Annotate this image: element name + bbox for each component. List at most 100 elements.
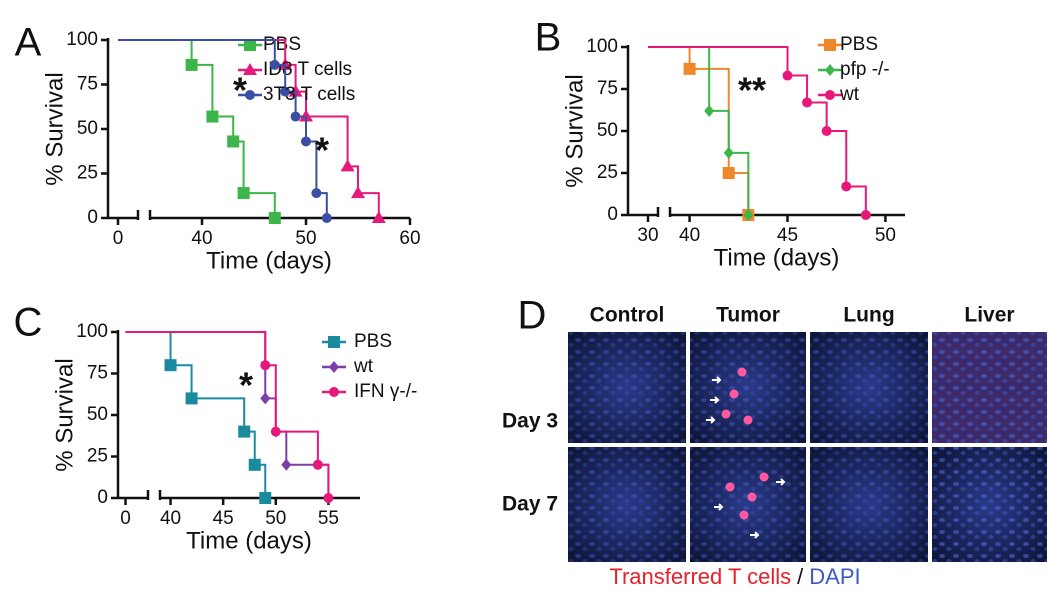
x-tick-label: 50 (265, 508, 286, 529)
x-tick-label: 40 (679, 225, 700, 246)
x-tick-label: 30 (637, 225, 658, 246)
arrow (776, 478, 786, 486)
legend-label: pfp -/- (840, 59, 890, 80)
row-header: Day 7 (502, 493, 558, 516)
survival-line (648, 46, 750, 215)
marker (825, 64, 835, 76)
marker (248, 458, 261, 471)
marker (237, 187, 250, 200)
labeled-t-cell (729, 389, 739, 399)
labeled-t-cell (721, 409, 731, 419)
marker (860, 210, 871, 220)
labeled-t-cell (759, 472, 769, 482)
y-tick-label: 100 (586, 36, 618, 57)
legend-label: 3T3 T cells (263, 84, 355, 105)
legend-label: PBS (840, 34, 878, 55)
arrow (714, 503, 724, 511)
marker (743, 209, 754, 221)
marker (340, 159, 355, 172)
survival-line (125, 331, 330, 498)
y-tick-label: 75 (597, 78, 618, 99)
labeled-t-cell (747, 492, 757, 502)
micrograph-nuclei (568, 332, 686, 443)
micrograph-nuclei (810, 447, 928, 562)
y-tick-label: 0 (607, 204, 618, 225)
marker (185, 58, 198, 71)
marker (321, 213, 332, 223)
micrograph-nuclei (690, 332, 806, 443)
marker (328, 336, 340, 348)
marker (351, 186, 365, 199)
marker (301, 136, 311, 147)
survival-line (125, 331, 330, 498)
marker (206, 110, 219, 123)
marker (259, 492, 272, 504)
marker (704, 104, 715, 117)
survival-line (125, 331, 267, 498)
labeled-t-cell (743, 415, 753, 425)
arrow (712, 376, 722, 384)
legend-label: PBS (263, 34, 301, 55)
marker (329, 361, 339, 373)
arrow (710, 396, 720, 404)
x-tick-label: 45 (777, 225, 798, 246)
annotation: * (239, 365, 253, 406)
column-header: Lung (843, 304, 894, 327)
x-tick-label: 45 (213, 508, 234, 529)
panel-label: A (15, 21, 42, 65)
x-axis-title: Time (days) (714, 244, 840, 271)
marker (722, 167, 735, 179)
y-tick-label: 25 (87, 446, 108, 467)
survival-line (648, 46, 867, 215)
micrograph-nuclei (810, 332, 928, 443)
micrograph-nuclei (690, 447, 806, 562)
marker (824, 39, 836, 51)
y-tick-label: 50 (87, 404, 108, 425)
x-tick-label: 0 (113, 228, 124, 249)
marker (260, 392, 271, 405)
y-tick-label: 75 (87, 363, 108, 384)
labeled-t-cell (725, 482, 735, 492)
marker (268, 212, 281, 224)
marker (281, 458, 292, 471)
labeled-t-cell (737, 367, 747, 377)
micrograph-nuclei (932, 447, 1047, 562)
y-tick-label: 25 (597, 162, 618, 183)
labeled-t-cell (739, 510, 749, 520)
marker (311, 188, 322, 199)
y-tick-label: 50 (597, 120, 618, 141)
caption-part: Transferred T cells (609, 564, 791, 589)
marker (185, 392, 198, 405)
micrograph-nuclei (932, 332, 1047, 443)
y-tick-label: 25 (77, 163, 98, 184)
marker (312, 459, 323, 470)
marker (270, 426, 281, 437)
legend-label: wt (839, 84, 860, 105)
y-tick-label: 50 (77, 118, 98, 139)
marker (782, 70, 793, 81)
x-axis-title: Time (days) (186, 527, 312, 554)
marker (245, 90, 255, 100)
marker (802, 97, 813, 108)
x-tick-label: 55 (318, 508, 339, 529)
marker (269, 59, 280, 70)
column-header: Tumor (716, 304, 780, 327)
x-tick-label: 0 (120, 508, 131, 529)
panel-label: D (518, 294, 547, 338)
y-tick-label: 100 (76, 321, 108, 342)
x-axis-title: Time (days) (206, 247, 332, 274)
legend-label: IFN γ-/- (354, 381, 417, 402)
arrow (706, 416, 716, 424)
y-tick-label: 0 (97, 487, 108, 508)
marker (841, 181, 852, 192)
marker (238, 425, 251, 438)
marker (164, 359, 177, 372)
y-axis-title: % Survival (51, 358, 78, 471)
marker (821, 126, 832, 136)
marker (825, 90, 835, 100)
marker (290, 111, 301, 122)
marker (723, 146, 734, 159)
marker (280, 86, 291, 97)
marker (371, 211, 386, 223)
